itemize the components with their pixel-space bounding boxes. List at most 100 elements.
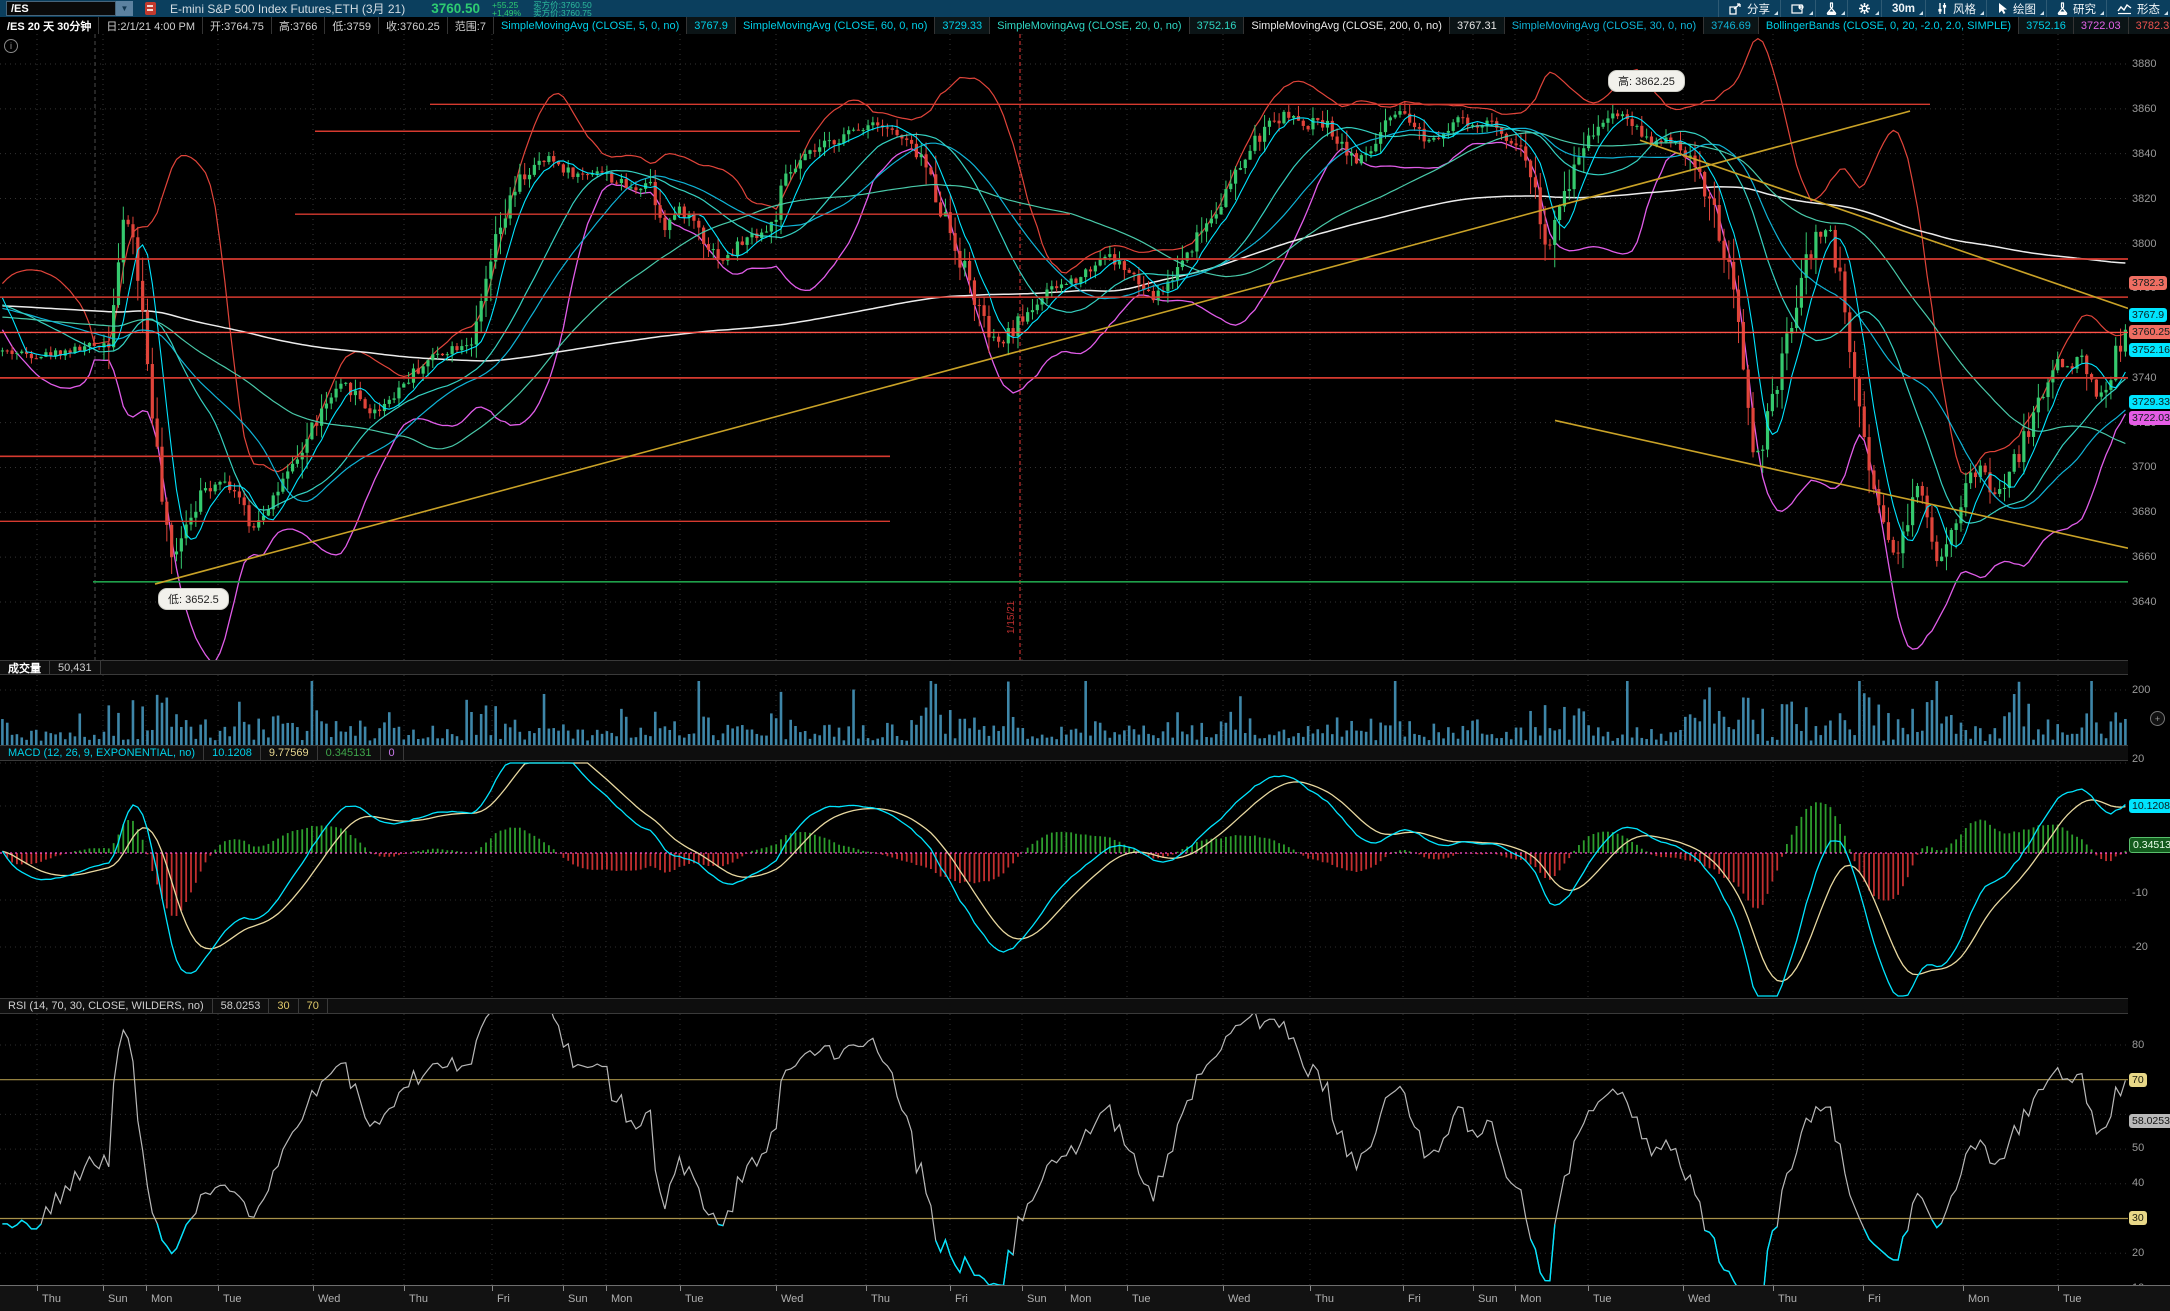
study-value[interactable]: 3722.03: [2073, 17, 2129, 34]
study-value[interactable]: 3752.16: [2019, 17, 2074, 34]
study-value[interactable]: 3746.69: [1704, 17, 1759, 34]
time-axis-tick: [1473, 1286, 1474, 1291]
analysis-tools-button[interactable]: [1814, 0, 1847, 17]
time-axis-tick: [1065, 1286, 1066, 1291]
time-axis[interactable]: Thu Sun Mon Tue Wed Thu Fri Sun Mon Tue Wed Thu Fri S…: [0, 1285, 2170, 1311]
candles: [0, 101, 2128, 574]
rsi-tick-label: 20: [2132, 1247, 2145, 1259]
status-cell: 低:3759: [325, 17, 379, 34]
time-axis-tick: [1963, 1286, 1964, 1291]
volume-value: 50,431: [50, 661, 101, 674]
price-badge: 3767.9: [2129, 308, 2168, 322]
day-label: Mon: [1968, 1293, 1990, 1305]
sliders-icon: [1936, 2, 1948, 15]
day-label: Wed: [1228, 1293, 1251, 1305]
day-label: Wed: [781, 1293, 804, 1305]
day-label: Fri: [1868, 1293, 1881, 1305]
time-axis-tick: [146, 1286, 147, 1291]
price-tick-label: 3800: [2132, 238, 2157, 250]
study-value[interactable]: 3767.9: [687, 17, 736, 34]
study-value[interactable]: 3782.3: [2128, 17, 2170, 34]
volume-chart[interactable]: [0, 675, 2128, 745]
bid-price: 买方价:3760.50: [533, 0, 592, 10]
macd-badge: 10.1208: [2129, 799, 2170, 813]
draw-button[interactable]: 绘图: [1986, 0, 2046, 17]
rsi-value: 70: [299, 999, 328, 1013]
patterns-button[interactable]: 形态: [2106, 0, 2170, 17]
flask-icon: [1826, 2, 1837, 15]
instrument-title: E-mini S&P 500 Index Futures,ETH (3月 21): [170, 2, 406, 16]
time-axis-tick: [1403, 1286, 1404, 1291]
status-cell[interactable]: BollingerBands (CLOSE, 0, 20, -2.0, 2.0,…: [1759, 17, 2020, 34]
status-cell: 高:3766: [272, 17, 326, 34]
macd-title[interactable]: MACD (12, 26, 9, EXPONENTIAL, no): [0, 746, 205, 760]
day-label: Thu: [42, 1293, 61, 1305]
symbol-input[interactable]: /ES: [6, 1, 116, 16]
main-price-chart[interactable]: 1/15/21: [0, 34, 2128, 660]
status-cell[interactable]: SimpleMovingAvg (CLOSE, 60, 0, no): [736, 17, 936, 34]
rsi-title[interactable]: RSI (14, 70, 30, CLOSE, WILDERS, no): [0, 999, 213, 1013]
bid-ask-stack: 买方价:3760.50 卖方价:3760.75: [533, 0, 592, 17]
status-cell[interactable]: SimpleMovingAvg (CLOSE, 30, 0, no): [1505, 17, 1705, 34]
chart-info-icon[interactable]: i: [4, 39, 18, 53]
studies-button[interactable]: 研究: [2046, 0, 2106, 17]
macd-chart[interactable]: [0, 761, 2128, 998]
status-cell[interactable]: SimpleMovingAvg (CLOSE, 200, 0, no): [1244, 17, 1450, 34]
price-tick-label: 3700: [2132, 461, 2157, 473]
day-label: Tue: [223, 1293, 242, 1305]
time-axis-tick: [950, 1286, 951, 1291]
trend-line: [1554, 419, 2128, 549]
alert-flag-icon[interactable]: [145, 2, 156, 15]
status-cell[interactable]: SimpleMovingAvg (CLOSE, 20, 0, no): [990, 17, 1190, 34]
status-cell: /ES 20 天 30分钟: [0, 17, 100, 34]
study-value[interactable]: 3752.16: [1189, 17, 1245, 34]
day-label: Wed: [1688, 1293, 1711, 1305]
layout-panel-icon: 1: [1791, 3, 1805, 15]
trend-line: [154, 110, 1911, 585]
style-button[interactable]: 风格: [1925, 0, 1986, 17]
chart-status-row: /ES 20 天 30分钟 日:2/1/21 4:00 PM 开:3764.75 高:…: [0, 17, 2170, 35]
status-cell: 开:3764.75: [203, 17, 272, 34]
volume-header: 成交量 50,431: [0, 660, 2128, 675]
low-price-tooltip: 低: 3652.5: [158, 588, 229, 610]
symbol-box: /ES ▼: [6, 1, 133, 16]
macd-tick-label: 20: [2132, 753, 2145, 765]
share-button[interactable]: 分享: [1717, 0, 1780, 17]
rsi-value: 58.0253: [213, 999, 270, 1013]
day-label: Fri: [497, 1293, 510, 1305]
timeframe-button[interactable]: 30m: [1880, 0, 1925, 17]
patterns-label: 形态: [2137, 3, 2160, 16]
price-tick-label: 3820: [2132, 193, 2157, 205]
price-tick-label: 3740: [2132, 372, 2157, 384]
rsi-tick-label: 80: [2132, 1039, 2145, 1051]
price-axis[interactable]: 3880386038403820380037803740372037003680…: [2128, 34, 2170, 1311]
scroll-handle-icon[interactable]: +: [2150, 711, 2165, 726]
price-tick-label: 3660: [2132, 551, 2157, 563]
high-price-tooltip: 高: 3862.25: [1608, 70, 1685, 92]
rsi-chart[interactable]: [0, 1014, 2128, 1285]
time-axis-tick: [2058, 1286, 2059, 1291]
sma60-line: [2, 132, 2126, 450]
sma5-line: [1, 114, 2126, 548]
symbol-dropdown-button[interactable]: ▼: [116, 1, 133, 16]
layout-button[interactable]: 1: [1779, 0, 1815, 17]
status-cell: 日:2/1/21 4:00 PM: [99, 17, 204, 34]
time-axis-tick: [1515, 1286, 1516, 1291]
price-badge: 3752.16: [2129, 343, 2170, 357]
day-label: Fri: [955, 1293, 968, 1305]
price-tick-label: 3680: [2132, 506, 2157, 518]
settings-button[interactable]: [1846, 0, 1881, 17]
status-cell[interactable]: SimpleMovingAvg (CLOSE, 5, 0, no): [494, 17, 688, 34]
study-value[interactable]: 3767.31: [1449, 17, 1505, 34]
gear-icon: [1858, 2, 1871, 15]
day-label: Thu: [1315, 1293, 1334, 1305]
volume-title[interactable]: 成交量: [0, 661, 50, 675]
day-label: Sun: [1027, 1293, 1047, 1305]
day-label: Tue: [1132, 1293, 1151, 1305]
study-value[interactable]: 3729.33: [935, 17, 991, 34]
day-label: Sun: [108, 1293, 128, 1305]
time-axis-tick: [1863, 1286, 1864, 1291]
macd-value: 0.345131: [318, 746, 381, 760]
time-axis-tick: [218, 1286, 219, 1291]
macd-signal-line: [2, 762, 2126, 983]
